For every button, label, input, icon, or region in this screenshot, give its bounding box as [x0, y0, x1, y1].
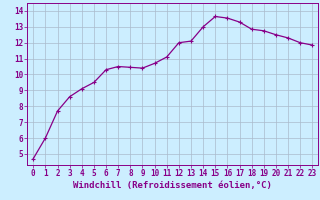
X-axis label: Windchill (Refroidissement éolien,°C): Windchill (Refroidissement éolien,°C) [73, 181, 272, 190]
